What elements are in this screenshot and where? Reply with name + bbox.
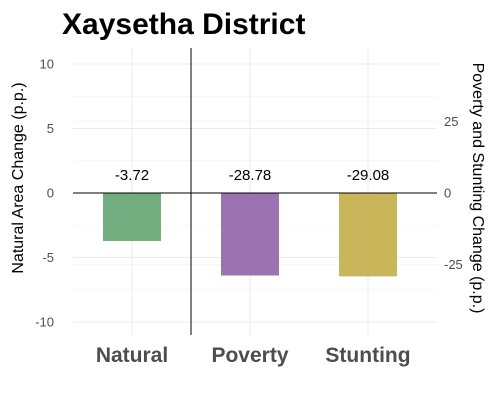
data-label-natural: -3.72 [115,167,149,184]
y-left-tick-label: 10 [40,57,54,72]
axes: Natural Poverty Stunting -10 -5 0 5 10 -25 0 25 [35,48,463,367]
x-tick-label-stunting: Stunting [325,344,410,367]
bar-poverty [221,193,279,276]
y-left-tick-label: 0 [47,186,54,201]
chart-title: Xaysetha District [62,8,305,41]
bars: -3.72 -28.78 -29.08 [103,167,397,277]
data-label-poverty: -28.78 [229,167,272,184]
bar-natural [103,193,161,241]
x-tick-label-natural: Natural [96,344,168,367]
data-label-stunting: -29.08 [347,167,390,184]
y-right-tick-label: 25 [444,114,458,129]
y-axis-left-title: Natural Area Change (p.p.) [10,82,27,273]
y-axis-right-title: Poverty and Stunting Change (p.p.) [469,63,486,314]
y-left-tick-label: -5 [42,250,54,265]
bar-stunting [339,193,397,277]
y-left-tick-label: -10 [35,315,54,330]
y-left-tick-label: 5 [47,121,54,136]
grid-lines [73,48,437,335]
y-right-tick-label: -25 [444,257,463,272]
x-tick-label-poverty: Poverty [211,344,288,367]
y-right-tick-label: 0 [444,186,451,201]
